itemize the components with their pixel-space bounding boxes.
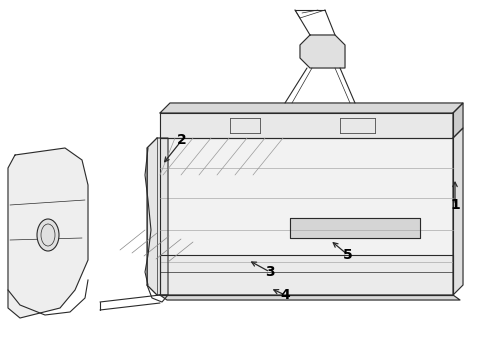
Text: 3: 3 <box>265 265 275 279</box>
Polygon shape <box>147 138 168 295</box>
Ellipse shape <box>37 219 59 251</box>
Text: 2: 2 <box>177 133 187 147</box>
Text: 4: 4 <box>280 288 290 302</box>
Polygon shape <box>160 295 460 300</box>
Polygon shape <box>160 113 453 138</box>
Polygon shape <box>300 35 345 68</box>
Polygon shape <box>8 148 88 318</box>
Polygon shape <box>453 128 463 295</box>
Text: 1: 1 <box>450 198 460 212</box>
Polygon shape <box>290 218 420 238</box>
Text: 5: 5 <box>343 248 353 262</box>
Polygon shape <box>453 103 463 138</box>
Polygon shape <box>160 255 453 295</box>
Polygon shape <box>160 103 463 113</box>
Polygon shape <box>160 138 453 295</box>
